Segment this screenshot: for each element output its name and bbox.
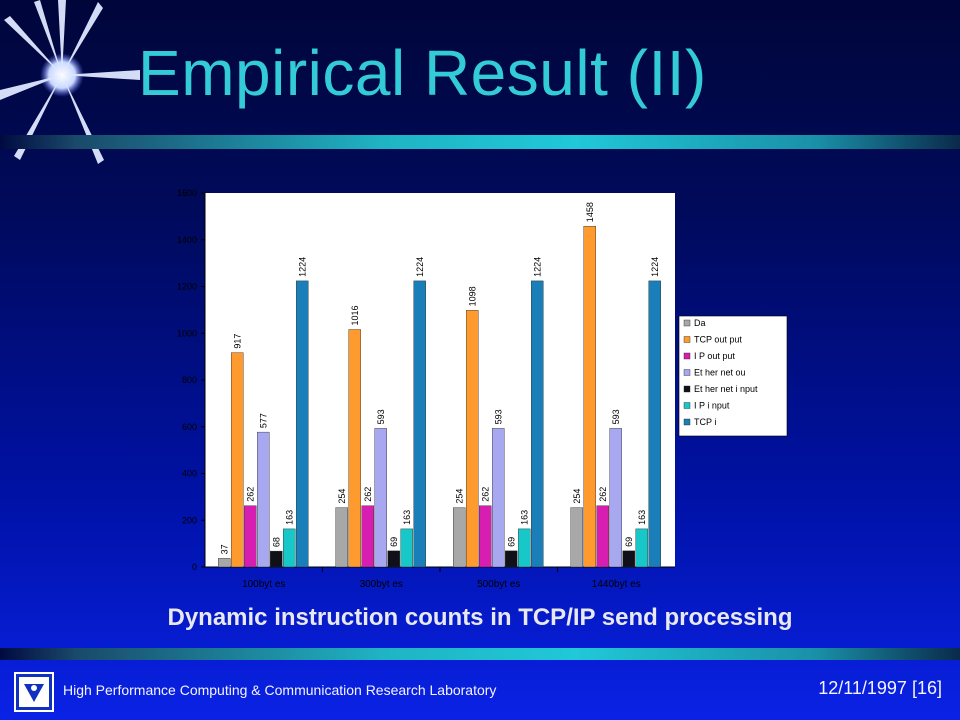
bar — [596, 505, 609, 568]
slide-title: Empirical Result (II) — [138, 37, 707, 109]
bar — [348, 329, 361, 568]
data-label: 262 — [481, 487, 491, 502]
bar — [635, 528, 648, 568]
data-label: 593 — [611, 409, 621, 424]
bar — [218, 558, 231, 568]
bar — [648, 280, 661, 568]
data-label: 69 — [389, 537, 399, 547]
bar — [387, 550, 400, 568]
data-label: 163 — [637, 510, 647, 525]
footer-date-page: 12/11/1997 [16] — [818, 678, 942, 699]
data-label: 163 — [285, 510, 295, 525]
data-label: 1224 — [650, 257, 660, 277]
bar — [570, 507, 583, 568]
data-label: 254 — [572, 489, 582, 504]
legend-swatch — [683, 352, 691, 360]
data-label: 254 — [337, 489, 347, 504]
data-label: 1016 — [350, 305, 360, 325]
data-label: 163 — [520, 510, 530, 525]
legend-swatch — [683, 385, 691, 393]
data-label: 1458 — [585, 202, 595, 222]
bar — [609, 428, 622, 568]
data-label: 1224 — [533, 257, 543, 277]
legend-swatch — [683, 319, 691, 327]
plot-area — [205, 193, 675, 567]
legend-swatch — [683, 369, 691, 376]
footer-date: 12/11/1997 — [818, 678, 907, 698]
x-tick-label: 100byt es — [242, 579, 285, 590]
data-label: 593 — [494, 409, 504, 424]
bar — [361, 505, 374, 568]
footer-organization: High Performance Computing & Communicati… — [63, 682, 497, 698]
data-label: 917 — [233, 334, 243, 349]
bar — [505, 550, 518, 568]
data-label: 254 — [455, 489, 465, 504]
bar — [453, 507, 466, 568]
y-tick-label: 0 — [192, 562, 197, 572]
data-label: 1224 — [298, 257, 308, 277]
y-tick-label: 400 — [182, 469, 197, 479]
bar — [531, 280, 544, 568]
footer-page-number: [16] — [911, 678, 942, 698]
bar — [479, 505, 492, 568]
bar — [335, 507, 348, 568]
bar — [583, 225, 596, 568]
x-tick-label: 1440byt es — [592, 579, 641, 590]
data-label: 69 — [624, 537, 634, 547]
top-divider — [0, 135, 960, 149]
y-tick-label: 200 — [182, 515, 197, 525]
y-tick-label: 1600 — [177, 188, 197, 198]
data-label: 577 — [259, 413, 269, 428]
legend-box — [678, 315, 788, 437]
bar — [244, 505, 257, 568]
x-tick-label: 500byt es — [477, 579, 520, 590]
bar — [518, 528, 531, 568]
y-tick-label: 1000 — [177, 328, 197, 338]
data-label: 68 — [272, 537, 282, 547]
bar — [231, 352, 244, 568]
data-label: 69 — [507, 537, 517, 547]
y-tick-label: 800 — [182, 375, 197, 385]
bar — [257, 431, 270, 568]
data-label: 262 — [246, 487, 256, 502]
data-label: 37 — [220, 544, 230, 554]
bar — [296, 280, 309, 568]
legend-label: Da — [694, 318, 706, 328]
lab-logo — [14, 672, 54, 712]
bar — [492, 428, 505, 568]
y-tick-label: 600 — [182, 422, 197, 432]
bar — [270, 550, 283, 568]
bar — [413, 280, 426, 568]
bar — [400, 528, 413, 568]
bar — [622, 550, 635, 568]
y-tick-label: 1200 — [177, 282, 197, 292]
data-label: 262 — [598, 487, 608, 502]
data-label: 262 — [363, 487, 373, 502]
chart-svg: 0 200 400 600 800 1000 1200 1400 1600 37 917 262 577… — [177, 188, 788, 590]
legend-label: Et her net ou — [694, 368, 746, 378]
data-label: 593 — [376, 409, 386, 424]
bottom-divider — [0, 648, 960, 660]
bar — [466, 310, 479, 568]
data-label: 163 — [402, 510, 412, 525]
y-tick-label: 1400 — [177, 235, 197, 245]
legend-label: TCP out put — [694, 335, 742, 345]
legend-label: TCP i — [694, 417, 716, 427]
legend-label: I P i nput — [694, 401, 730, 411]
legend-swatch — [683, 418, 691, 426]
data-label: 1098 — [468, 286, 478, 306]
x-tick-label: 300byt es — [360, 579, 403, 590]
bar — [374, 428, 387, 568]
legend-label: Et her net i nput — [694, 384, 758, 394]
chart-caption: Dynamic instruction counts in TCP/IP sen… — [167, 604, 793, 631]
legend-label: I P out put — [694, 351, 735, 361]
legend-swatch — [683, 402, 691, 409]
data-label: 1224 — [415, 257, 425, 277]
bar — [283, 528, 296, 568]
bar-chart: 0 200 400 600 800 1000 1200 1400 1600 37 917 262 577… — [160, 180, 800, 600]
legend-swatch — [683, 336, 691, 343]
